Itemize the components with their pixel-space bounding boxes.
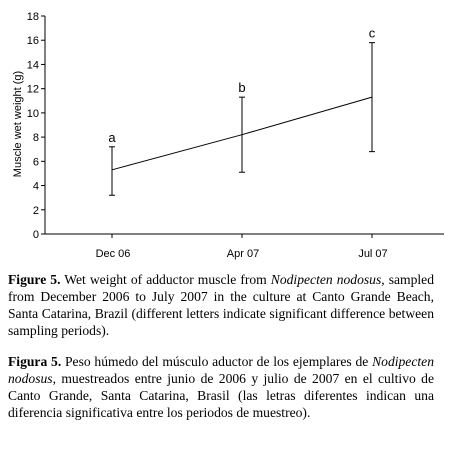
caption-en-label: Figure 5. <box>8 272 61 287</box>
error-bars <box>109 42 375 196</box>
caption-es-label: Figura 5. <box>8 354 62 369</box>
y-tick-label: 10 <box>27 108 39 120</box>
caption-es-species: Nodipecten nodosus <box>8 354 434 386</box>
x-ticks: Dec 06 Apr 07 Jul 07 <box>96 234 388 260</box>
y-tick-label: 0 <box>33 229 39 241</box>
axes <box>44 16 444 235</box>
y-tick-label: 2 <box>33 205 39 217</box>
caption-es-part2: , muestreados entre junio de 2006 y juli… <box>8 371 434 420</box>
mean-line <box>111 96 373 171</box>
caption-en-part1: Wet weight of adductor muscle from <box>60 272 271 287</box>
significance-letter: b <box>238 80 245 95</box>
y-tick-label: 18 <box>27 11 39 23</box>
y-tick-label: 8 <box>33 132 39 144</box>
significance-letter: a <box>108 130 116 145</box>
y-tick-label: 12 <box>27 84 39 96</box>
x-tick-label: Jul 07 <box>358 248 387 260</box>
significance-letters: a b c <box>108 26 375 145</box>
significance-letter: c <box>369 26 376 41</box>
x-tick-label: Dec 06 <box>96 248 131 260</box>
caption-spanish: Figura 5. Peso húmedo del músculo aducto… <box>8 353 434 421</box>
caption-en-species: Nodipecten nodosus <box>270 272 382 287</box>
y-tick-label: 6 <box>33 156 39 168</box>
y-tick-label: 4 <box>33 181 39 193</box>
series-line <box>111 96 373 171</box>
y-axis-label: Muscle wet weight (g) <box>12 71 24 177</box>
x-tick-label: Apr 07 <box>227 248 259 260</box>
caption-es-part1: Peso húmedo del músculo aductor de los e… <box>61 354 373 369</box>
y-tick-label: 14 <box>27 59 39 71</box>
y-ticks: 0 2 4 6 8 10 12 14 16 18 <box>27 11 45 241</box>
caption-en-part2: , sampled from December 2006 to July 200… <box>8 272 434 338</box>
caption-english: Figure 5. Wet weight of adductor muscle … <box>8 271 434 339</box>
muscle-weight-chart: 0 2 4 6 8 10 12 14 16 18 Dec 06 Apr 07 Jul 07 a b c M… <box>12 11 444 260</box>
y-tick-label: 16 <box>27 35 39 47</box>
